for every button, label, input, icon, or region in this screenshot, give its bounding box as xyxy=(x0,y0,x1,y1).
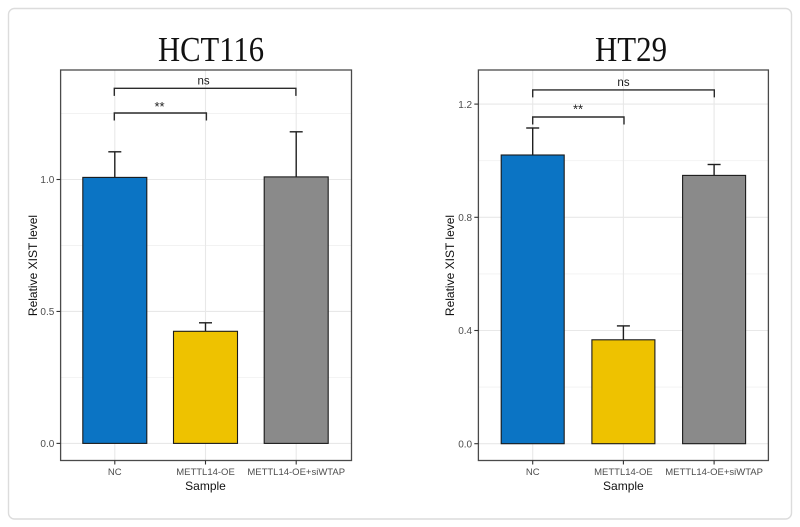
svg-text:Relative XIST level: Relative XIST level xyxy=(26,215,40,316)
svg-text:NC: NC xyxy=(526,467,540,478)
svg-text:0.8: 0.8 xyxy=(458,213,472,224)
svg-text:0.0: 0.0 xyxy=(40,439,54,450)
svg-text:Sample: Sample xyxy=(185,479,226,493)
svg-text:METTL14-OE+siWTAP: METTL14-OE+siWTAP xyxy=(665,467,763,478)
svg-text:1.0: 1.0 xyxy=(40,175,54,186)
svg-text:Relative XIST level: Relative XIST level xyxy=(443,215,457,316)
svg-text:Sample: Sample xyxy=(603,479,644,493)
svg-text:1.2: 1.2 xyxy=(458,100,472,111)
svg-text:METTL14-OE: METTL14-OE xyxy=(594,467,653,478)
svg-text:0.4: 0.4 xyxy=(458,326,472,337)
svg-text:HCT116: HCT116 xyxy=(158,30,264,69)
svg-text:NC: NC xyxy=(108,467,122,478)
svg-text:0.0: 0.0 xyxy=(458,439,472,450)
svg-text:METTL14-OE: METTL14-OE xyxy=(176,467,235,478)
svg-text:**: ** xyxy=(573,102,583,117)
svg-text:HT29: HT29 xyxy=(595,30,667,69)
svg-text:ns: ns xyxy=(198,76,210,88)
svg-text:0.5: 0.5 xyxy=(40,307,54,318)
svg-text:ns: ns xyxy=(617,77,629,89)
svg-text:METTL14-OE+siWTAP: METTL14-OE+siWTAP xyxy=(247,467,345,478)
svg-text:**: ** xyxy=(154,99,164,114)
